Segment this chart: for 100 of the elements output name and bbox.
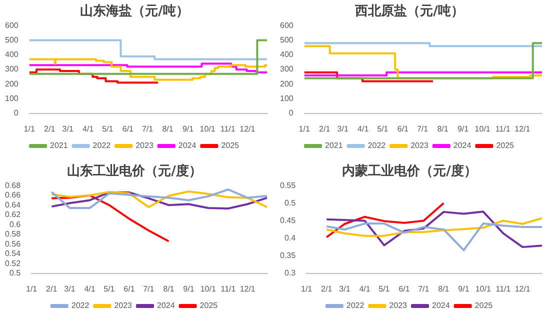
x-tick-label: 3/1	[339, 284, 351, 294]
legend-label: 2024	[178, 141, 197, 150]
y-tick-label: 100	[280, 94, 294, 103]
x-tick-label: 11/1	[496, 284, 512, 294]
y-tick-label: 300	[280, 64, 294, 74]
x-tick-label: 3/1	[64, 284, 76, 294]
x-tick-label: 12/1	[240, 284, 256, 294]
y-tick-label: 200	[280, 79, 294, 88]
legend-label: 2022	[92, 141, 112, 150]
x-tick-label: 3/1	[62, 124, 74, 134]
chart-title: 山东海盐（元/吨）	[80, 3, 189, 20]
legend-label: 2025	[200, 301, 218, 310]
x-tick-label: 9/1	[183, 284, 195, 294]
x-tick-label: 6/1	[398, 284, 410, 294]
x-tick-label: 7/1	[416, 124, 429, 134]
legend-label: 2022	[71, 301, 90, 310]
y-tick-label: 600	[4, 20, 19, 30]
y-tick-label: 400	[280, 50, 294, 60]
x-tick-label: 4/1	[82, 124, 94, 134]
x-tick-label: 6/1	[124, 284, 136, 294]
x-tick-label: 4/1	[358, 124, 370, 134]
x-tick-label: 2/1	[44, 124, 56, 134]
y-tick-label: 0	[14, 108, 19, 118]
y-tick-label: 0	[288, 108, 294, 118]
x-tick-label: 1/1	[298, 124, 310, 134]
y-tick-label: 0.58	[4, 230, 22, 239]
x-tick-label: 7/1	[143, 284, 155, 294]
legend-label: 2023	[389, 301, 408, 310]
y-tick-label: 0.3	[284, 268, 296, 278]
x-tick-label: 9/1	[182, 124, 194, 134]
y-tick-label: 500	[4, 35, 19, 44]
x-tick-label: 5/1	[104, 284, 116, 294]
x-tick-label: 9/1	[457, 124, 470, 134]
chart-title: 内蒙工业电价（元/度）	[342, 163, 477, 180]
x-tick-label: 11/1	[220, 124, 236, 134]
x-tick-label: 11/1	[220, 284, 236, 294]
legend-label: 2021	[325, 141, 344, 150]
y-tick-label: 0.45	[280, 216, 296, 225]
x-tick-label: 5/1	[102, 124, 114, 134]
y-tick-label: 0.5	[284, 198, 296, 208]
legend-label: 2025	[221, 141, 240, 150]
y-tick-label: 0.56	[4, 239, 22, 248]
x-tick-label: 1/1	[301, 284, 313, 294]
x-tick-label: 8/1	[162, 124, 174, 134]
x-tick-label: 2/1	[321, 284, 333, 294]
x-tick-label: 8/1	[163, 284, 175, 294]
x-tick-label: 12/1	[514, 284, 531, 294]
legend-label: 2021	[50, 141, 68, 150]
x-tick-label: 5/1	[377, 124, 389, 134]
y-tick-label: 200	[4, 79, 19, 88]
y-tick-label: 0.35	[280, 251, 296, 260]
y-tick-label: 600	[280, 20, 294, 30]
legend-label: 2025	[496, 141, 515, 150]
legend-label: 2023	[136, 141, 154, 150]
y-tick-label: 500	[280, 35, 294, 44]
x-tick-label: 8/1	[438, 284, 450, 294]
y-tick-label: 0.68	[4, 180, 22, 190]
legend-label: 2022	[368, 141, 386, 150]
chart-title: 山东工业电价（元/度）	[67, 163, 202, 180]
x-tick-label: 10/1	[474, 124, 491, 134]
x-tick-label: 1/1	[26, 284, 38, 294]
x-tick-label: 3/1	[337, 124, 349, 134]
y-tick-label: 0.6	[9, 220, 22, 229]
x-tick-label: 4/1	[359, 284, 371, 294]
legend-label: 2024	[453, 141, 472, 150]
legend-label: 2023	[410, 141, 429, 150]
y-tick-label: 0.66	[4, 190, 22, 200]
x-tick-label: 6/1	[122, 124, 134, 134]
y-tick-label: 0.55	[280, 180, 296, 190]
x-tick-label: 7/1	[142, 124, 154, 134]
legend-label: 2024	[432, 301, 450, 310]
x-tick-label: 8/1	[437, 124, 449, 134]
legend-label: 2025	[474, 301, 494, 310]
x-tick-label: 5/1	[378, 284, 390, 294]
x-tick-label: 12/1	[514, 124, 531, 134]
legend-label: 2023	[114, 301, 133, 310]
x-tick-label: 1/1	[24, 124, 36, 134]
x-tick-label: 2/1	[319, 124, 331, 134]
y-tick-label: 400	[4, 50, 19, 60]
x-tick-label: 11/1	[495, 124, 511, 134]
y-tick-label: 0.64	[4, 200, 22, 210]
x-tick-label: 10/1	[200, 124, 216, 134]
y-tick-label: 0.4	[284, 233, 296, 242]
y-tick-label: 0.62	[4, 210, 22, 220]
x-tick-label: 2/1	[46, 284, 58, 294]
x-tick-label: 12/1	[240, 124, 256, 134]
y-tick-label: 0.5	[9, 268, 22, 278]
chart-title: 西北原盐（元/吨）	[354, 3, 464, 20]
x-tick-label: 7/1	[418, 284, 430, 294]
y-tick-label: 100	[4, 94, 19, 103]
x-tick-label: 10/1	[475, 284, 492, 294]
x-tick-label: 6/1	[397, 124, 410, 134]
legend-label: 2024	[157, 301, 176, 310]
y-tick-label: 300	[4, 64, 19, 74]
x-tick-label: 9/1	[458, 284, 470, 294]
legend-label: 2022	[346, 301, 365, 310]
y-tick-label: 0.52	[4, 258, 22, 268]
x-tick-label: 10/1	[200, 284, 216, 294]
x-tick-label: 4/1	[84, 284, 96, 294]
y-tick-label: 0.54	[4, 249, 22, 258]
